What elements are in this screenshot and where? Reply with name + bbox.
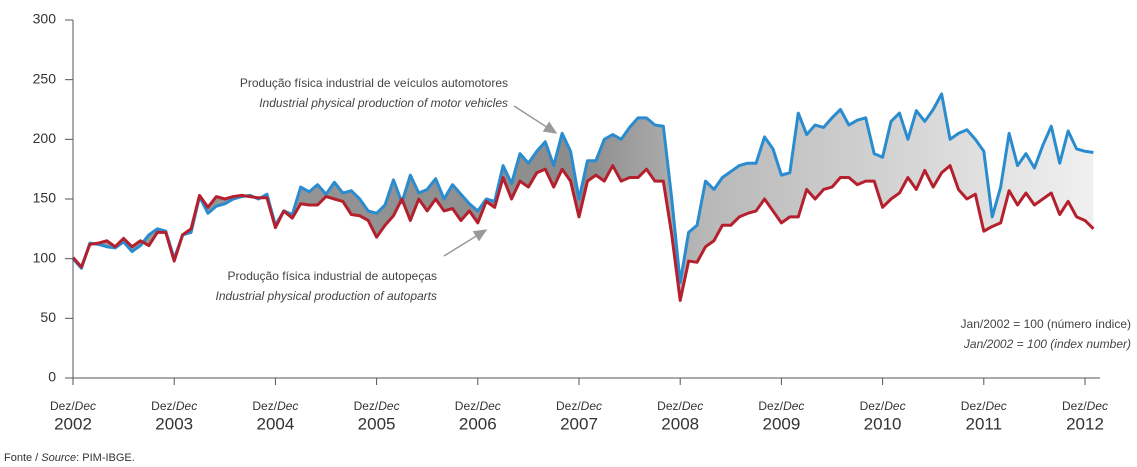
x-tick-label: 2008 [661,414,699,433]
x-tick-month: Dez/Dec [252,399,298,413]
x-tick-label: 2012 [1066,414,1104,433]
x-tick-month: Dez/Dec [1062,399,1108,413]
x-tick-label: 2010 [864,414,902,433]
x-tick-month-pt: Dez/ [151,399,176,413]
x-tick-month-pt: Dez/ [657,399,682,413]
x-tick-month: Dez/Dec [860,399,906,413]
x-tick-label: 2003 [155,414,193,433]
x-tick-month-en: Dec [884,399,905,413]
x-tick-label: 2006 [459,414,497,433]
y-tick-label: 250 [33,70,57,86]
x-tick-month-en: Dec [985,399,1006,413]
x-tick-month-en: Dec [176,399,197,413]
x-tick-month-en: Dec [479,399,500,413]
y-tick-label: 300 [33,11,57,27]
x-tick-month-en: Dec [378,399,399,413]
annotation: Industrial physical production of autopa… [216,289,437,303]
x-tick-month-pt: Dez/ [860,399,885,413]
x-tick-month-en: Dec [783,399,804,413]
x-tick-label: 2011 [966,414,1003,433]
annotation: Produção física industrial de autopeças [228,269,437,283]
x-tick-month-pt: Dez/ [1062,399,1087,413]
y-tick-label: 150 [33,190,57,206]
x-tick-month: Dez/Dec [758,399,804,413]
source-label: Fonte / [4,452,41,464]
y-tick-label: 100 [33,249,57,265]
x-tick-month-pt: Dez/ [758,399,783,413]
x-tick-month: Dez/Dec [657,399,703,413]
x-tick-month: Dez/Dec [961,399,1007,413]
x-tick-month: Dez/Dec [50,399,96,413]
x-tick-month-pt: Dez/ [556,399,581,413]
x-tick-month-en: Dec [277,399,298,413]
x-tick-month-pt: Dez/ [50,399,75,413]
note: Jan/2002 = 100 (index number) [963,337,1131,351]
series-line [71,164,1095,302]
source-label: Source [41,452,76,464]
x-tick-month-pt: Dez/ [961,399,986,413]
plot [71,92,1095,302]
x-tick-month: Dez/Dec [354,399,400,413]
x-tick-label: 2009 [762,414,800,433]
y-tick-label: 50 [40,309,56,325]
note: Jan/2002 = 100 (número índice) [961,317,1131,331]
x-tick-label: 2002 [54,414,92,433]
x-tick-month: Dez/Dec [151,399,197,413]
x-tick-month-pt: Dez/ [354,399,379,413]
x-tick-month-pt: Dez/ [455,399,480,413]
annotation: Industrial physical production of motor … [259,96,508,110]
x-tick-label: 2007 [560,414,598,433]
source-text: : PIM-IBGE. [76,452,135,464]
y-tick-label: 0 [48,369,56,385]
x-tick-month-en: Dec [581,399,602,413]
x-tick-month-pt: Dez/ [252,399,277,413]
x-tick-month: Dez/Dec [455,399,501,413]
x-tick-month: Dez/Dec [556,399,602,413]
x-tick-month-en: Dec [75,399,96,413]
annotation: Produção física industrial de veículos a… [240,76,508,90]
annotation-arrow [513,105,558,134]
x-tick-month-en: Dec [1087,399,1108,413]
x-tick-month-en: Dec [682,399,703,413]
x-tick-label: 2004 [256,414,294,433]
x-tick-label: 2005 [358,414,396,433]
y-tick-label: 200 [33,130,57,146]
source: Fonte / Source: PIM-IBGE. [4,452,135,464]
annotation-arrow [443,229,488,257]
